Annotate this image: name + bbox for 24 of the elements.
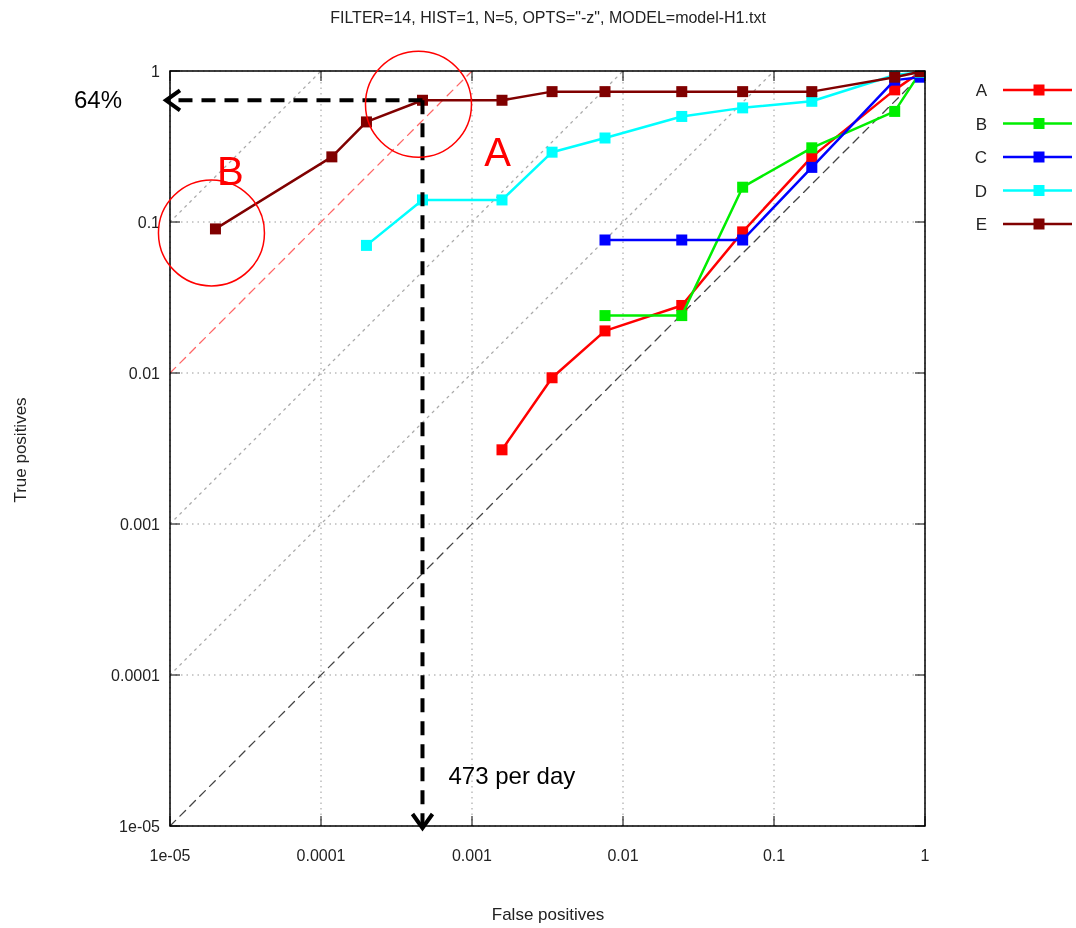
legend-label: E: [975, 215, 987, 234]
y-tick-label: 1e-05: [119, 818, 161, 835]
x-tick-label: 0.01: [607, 847, 639, 864]
x-tick-label: 0.1: [762, 847, 786, 864]
legend-label: C: [974, 148, 987, 167]
x-tick-label: 1e-05: [149, 847, 191, 864]
x-axis-title: False positives: [491, 905, 605, 924]
legend-label: B: [975, 114, 987, 134]
y-tick-label: 0.1: [137, 214, 161, 231]
x-tick-label: 1: [920, 847, 930, 864]
annotation: B: [217, 148, 244, 193]
y-tick-label: 0.001: [119, 516, 161, 533]
y-tick-label: 1: [151, 63, 161, 80]
y-tick-label: 0.0001: [111, 667, 161, 684]
y-tick-label: 0.01: [128, 365, 161, 382]
x-tick-label: 0.001: [451, 847, 493, 864]
ref-line-label: 473 per day: [448, 762, 576, 789]
ref-line-label: 64%: [73, 86, 122, 114]
chart-title: FILTER=14, HIST=1, N=5, OPTS="-z", MODEL=model-H1.txt: [330, 9, 767, 26]
x-tick-label: 0.0001: [296, 847, 346, 864]
y-axis-title: True positives: [11, 397, 30, 503]
legend-label: D: [974, 181, 987, 201]
annotation: A: [484, 130, 512, 175]
legend-label: A: [975, 81, 988, 100]
